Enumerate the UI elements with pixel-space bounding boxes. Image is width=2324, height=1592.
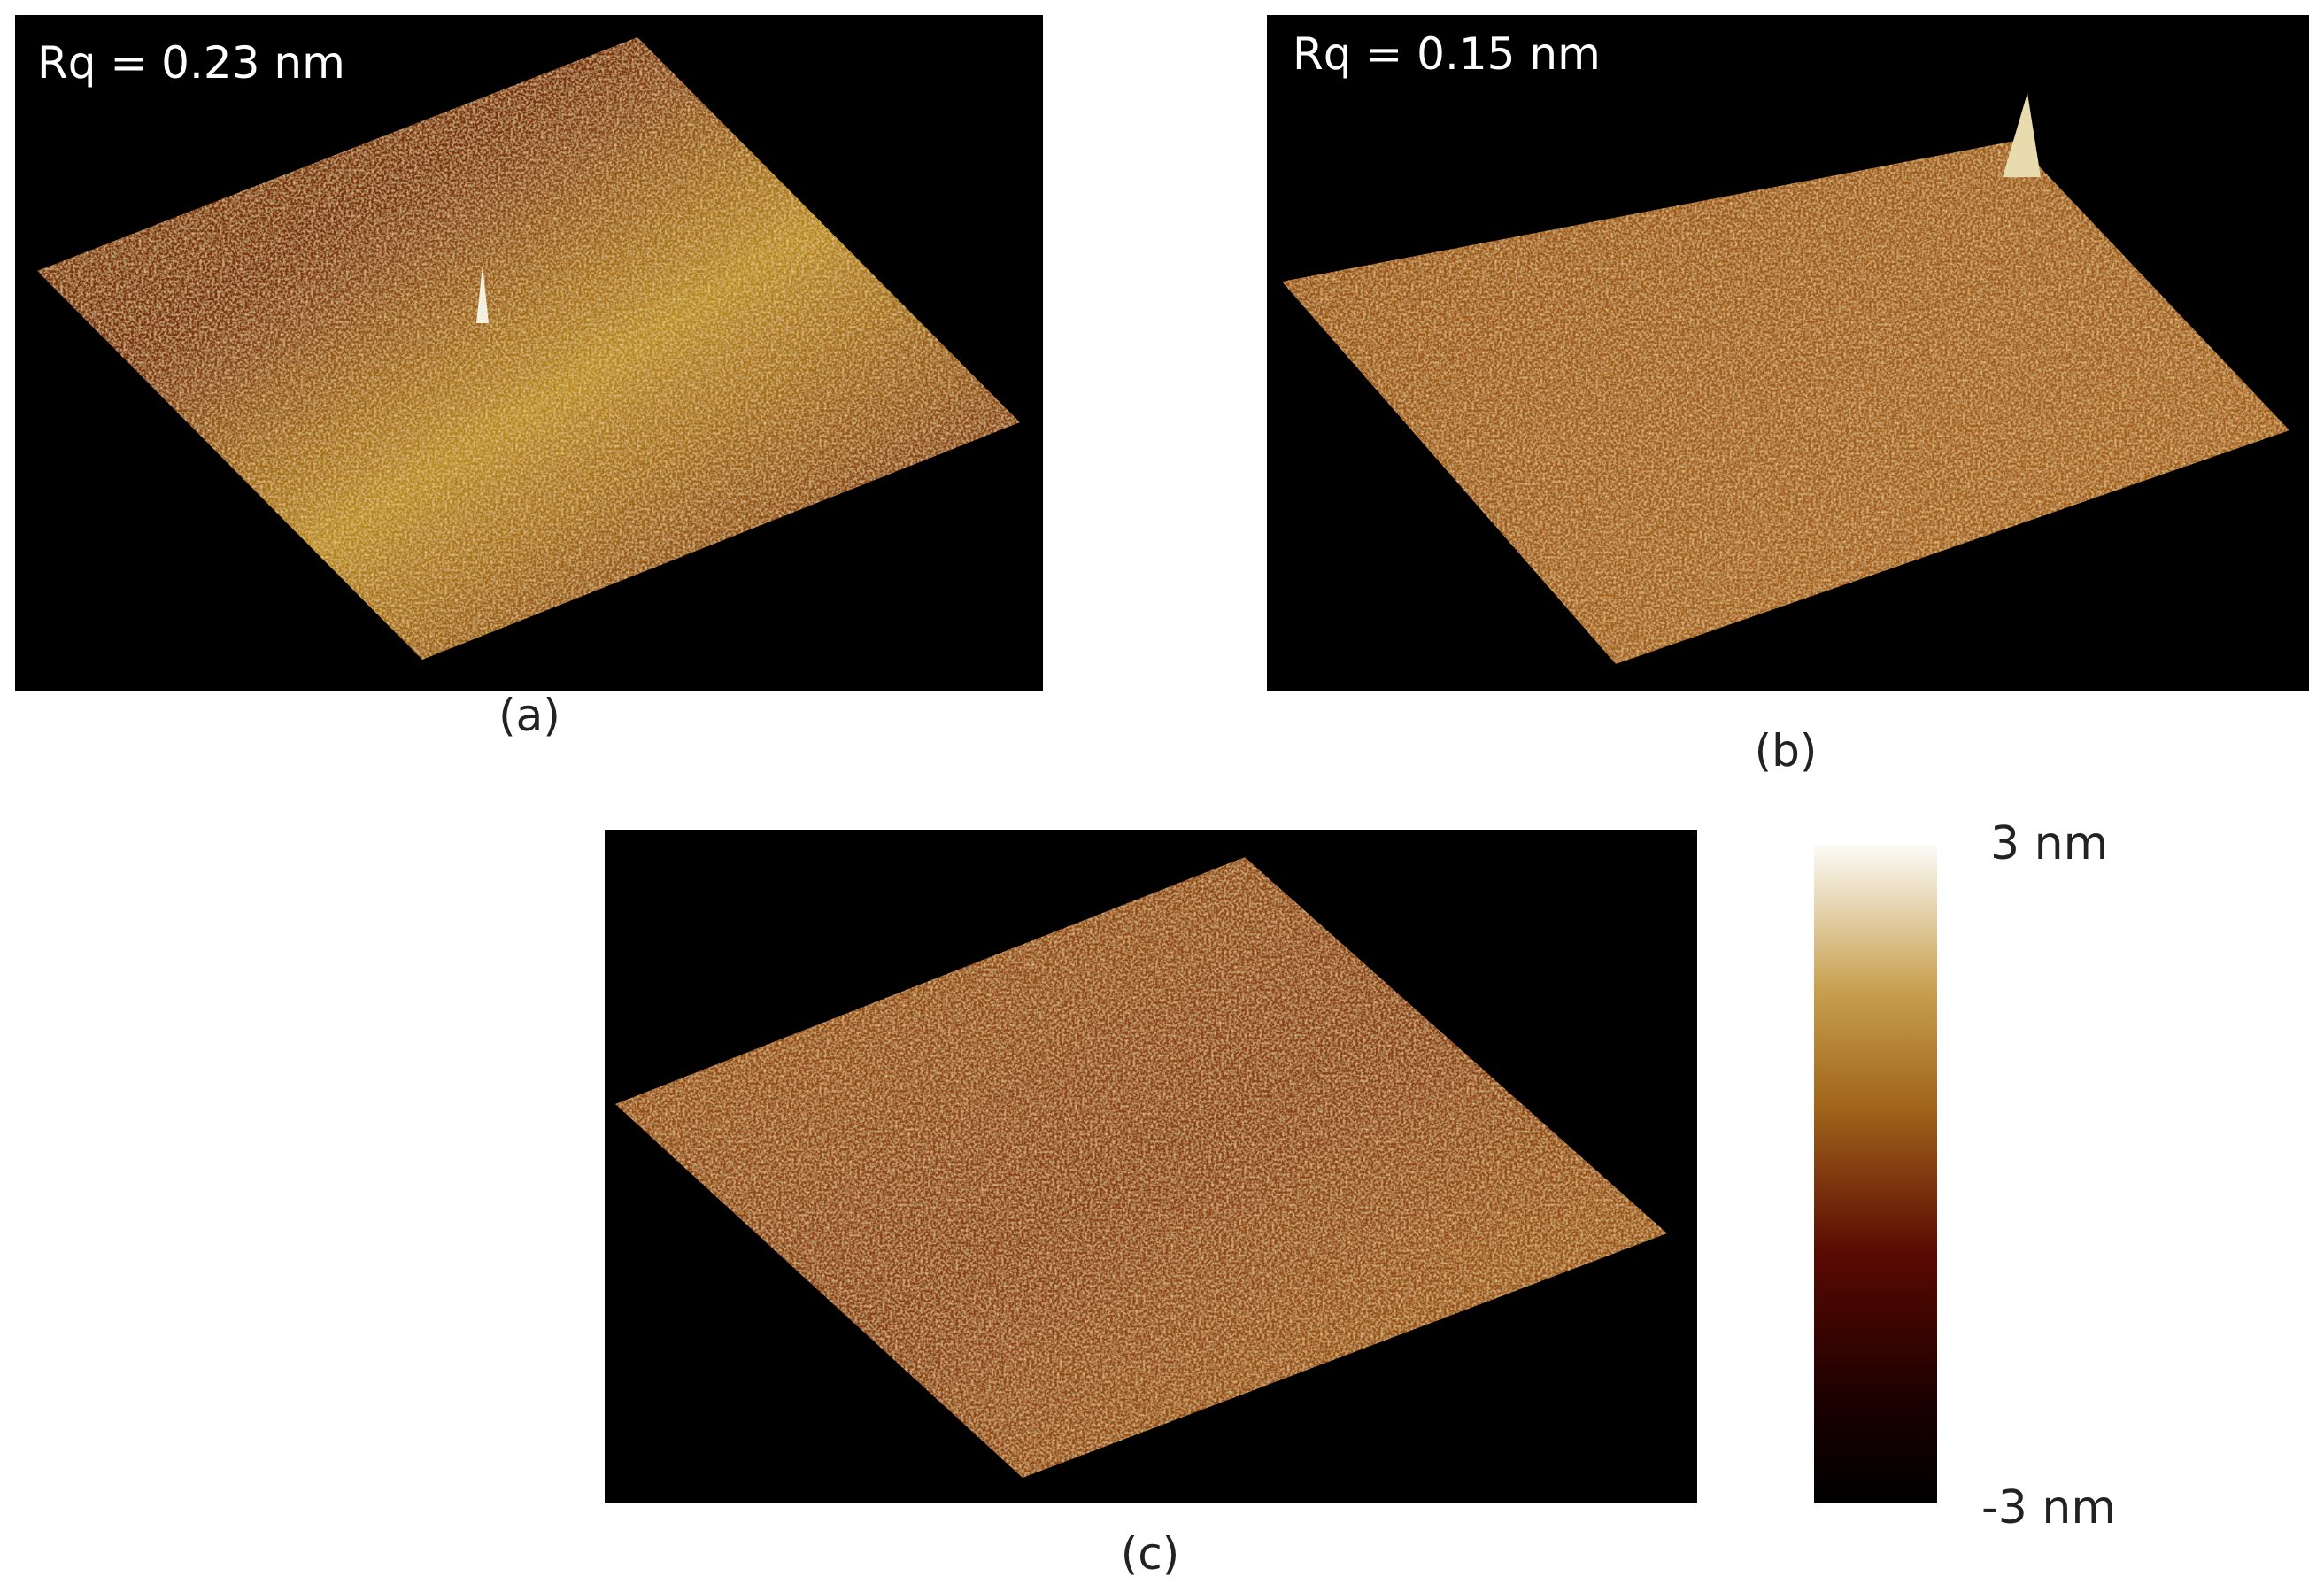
surface <box>37 37 1020 660</box>
panel-a: Rq = 0.23 nm <box>15 15 1043 691</box>
panel-b: Rq = 0.15 nm <box>1267 15 2309 691</box>
spike <box>476 266 489 323</box>
surface <box>1282 141 2289 664</box>
colorbar-min-label: -3 nm <box>1981 1481 2116 1534</box>
roughness-label: Rq = 0.15 nm <box>1293 28 1601 80</box>
colorbar-max-label: 3 nm <box>1990 817 2108 870</box>
roughness-label: Rq = 0.23 nm <box>37 37 345 89</box>
panel-label: (a) <box>498 690 560 741</box>
panel-label: (c) <box>1121 1528 1180 1580</box>
surface <box>615 857 1667 1478</box>
panel-label: (b) <box>1755 725 1818 777</box>
spike <box>2003 93 2041 177</box>
colorbar: 3 nm -3 nm <box>1814 817 2116 1534</box>
panel-c <box>605 830 1697 1503</box>
colorbar-scale <box>1814 845 1937 1503</box>
